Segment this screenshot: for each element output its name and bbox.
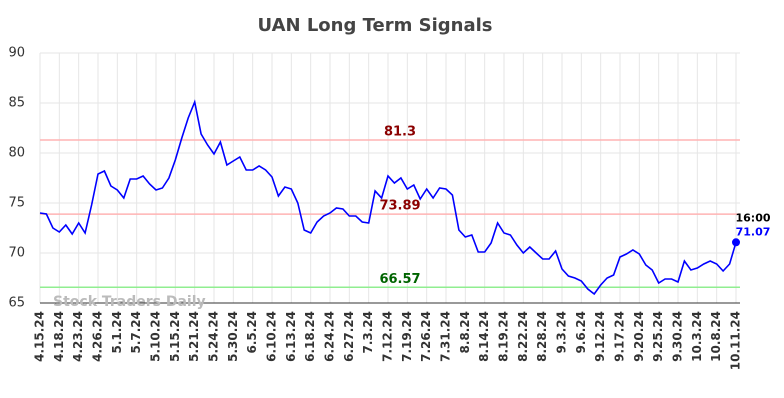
- x-tick-label: 8.22.24: [516, 311, 530, 362]
- x-tick-label: 7.26.24: [419, 311, 433, 362]
- x-tick-label: 10.11.24: [729, 311, 743, 370]
- x-tick-label: 8.14.24: [477, 311, 491, 362]
- x-tick-label: 6.18.24: [303, 311, 317, 362]
- x-tick-label: 9.6.24: [574, 311, 588, 354]
- x-tick-label: 6.13.24: [284, 311, 298, 362]
- x-tick-label: 10.3.24: [690, 311, 704, 362]
- y-tick-label: 85: [8, 96, 25, 111]
- x-tick-label: 9.30.24: [671, 311, 685, 362]
- x-tick-label: 9.3.24: [555, 311, 569, 354]
- x-tick-label: 5.7.24: [129, 311, 143, 354]
- x-tick-label: 6.5.24: [245, 311, 259, 354]
- x-tick-label: 5.10.24: [149, 311, 163, 362]
- last-point: [732, 238, 740, 247]
- x-tick-label: 5.1.24: [110, 311, 124, 354]
- signal-label: 81.3: [384, 125, 416, 140]
- x-tick-label: 8.8.24: [458, 311, 472, 354]
- x-tick-label: 9.20.24: [632, 311, 646, 362]
- y-tick-label: 90: [8, 46, 25, 61]
- x-tick-label: 6.27.24: [342, 311, 356, 362]
- x-tick-label: 9.17.24: [613, 311, 627, 362]
- watermark: Stock Traders Daily: [53, 294, 206, 310]
- x-tick-label: 10.8.24: [709, 311, 723, 362]
- y-tick-label: 80: [8, 146, 25, 161]
- x-tick-label: 4.23.24: [71, 311, 85, 362]
- price-line: [39, 99, 737, 296]
- y-tick-label: 75: [8, 196, 25, 211]
- last-time: 16:00: [735, 211, 770, 224]
- y-tick-label: 65: [8, 296, 25, 311]
- signal-label: 73.89: [379, 199, 420, 214]
- x-tick-label: 6.10.24: [265, 311, 279, 362]
- x-tick-label: 9.12.24: [593, 311, 607, 362]
- x-tick-label: 7.3.24: [361, 311, 375, 354]
- chart-title: UAN Long Term Signals: [258, 15, 493, 36]
- x-tick-label: 7.19.24: [400, 311, 414, 362]
- x-tick-label: 8.19.24: [497, 311, 511, 362]
- x-tick-label: 5.30.24: [226, 311, 240, 362]
- signal-label: 66.57: [379, 272, 420, 287]
- x-tick-label: 7.12.24: [381, 311, 395, 362]
- x-tick-label: 4.26.24: [91, 311, 105, 362]
- last-value: 71.07: [736, 225, 771, 238]
- x-tick-label: 4.15.24: [33, 311, 47, 362]
- x-tick-label: 5.24.24: [207, 311, 221, 362]
- x-tick-label: 4.18.24: [52, 311, 66, 362]
- x-tick-label: 5.21.24: [187, 311, 201, 362]
- y-tick-label: 70: [8, 246, 25, 261]
- x-tick-label: 6.24.24: [323, 311, 337, 362]
- x-tick-label: 7.31.24: [439, 311, 453, 362]
- x-tick-label: 8.28.24: [535, 311, 549, 362]
- x-tick-label: 9.25.24: [651, 311, 665, 362]
- x-tick-label: 5.15.24: [168, 311, 182, 362]
